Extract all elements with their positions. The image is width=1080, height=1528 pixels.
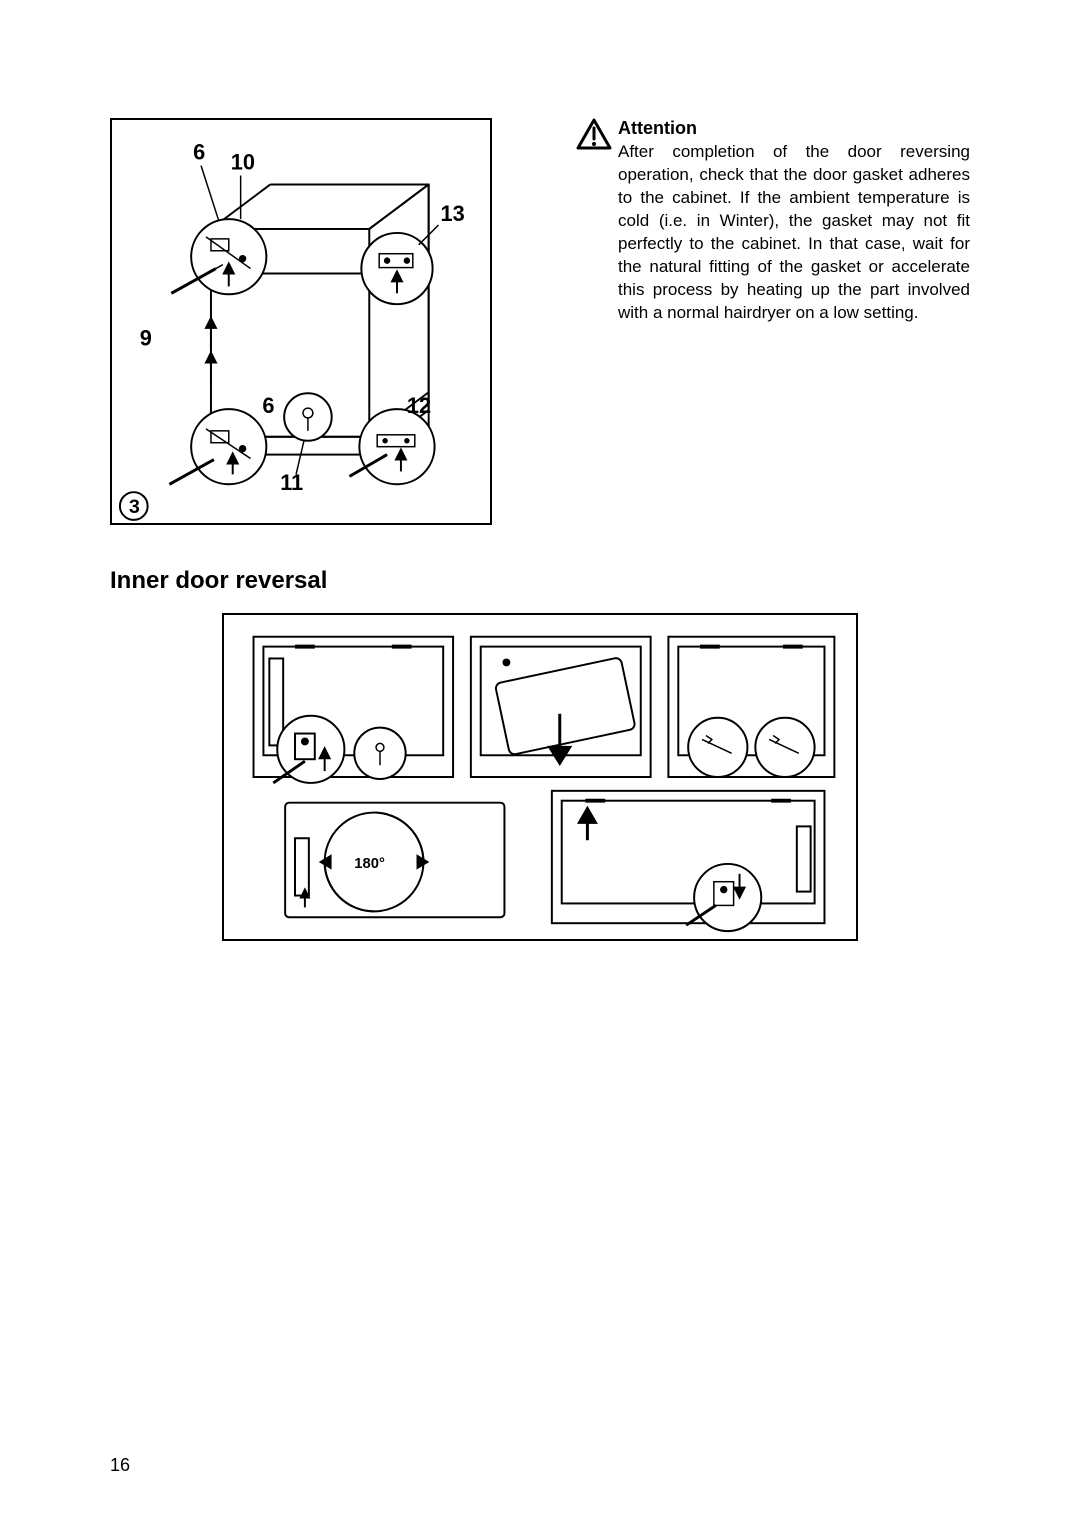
inner-diagram-wrap: 180° [110, 613, 970, 941]
callout-9: 9 [140, 326, 152, 351]
page-number: 16 [110, 1455, 130, 1476]
inner-diagram-svg: 180° [224, 615, 856, 939]
section-title: Inner door reversal [110, 567, 970, 595]
door-reversal-diagram-3: 6 10 13 9 6 12 11 3 [110, 118, 492, 525]
callout-13: 13 [441, 201, 465, 226]
rotation-label: 180° [354, 856, 385, 872]
step-3-label: 3 [129, 496, 140, 518]
attention-body: After completion of the door reversing o… [618, 141, 970, 325]
attention-heading: Attention [618, 118, 970, 139]
attention-text: Attention After completion of the door r… [618, 118, 970, 325]
callout-6b: 6 [262, 393, 274, 418]
top-row: 6 10 13 9 6 12 11 3 [110, 118, 970, 525]
diagram-svg: 6 10 13 9 6 12 11 3 [112, 120, 490, 523]
page: 6 10 13 9 6 12 11 3 [0, 0, 1080, 1528]
attention-block: Attention After completion of the door r… [576, 118, 970, 325]
callout-10: 10 [231, 150, 255, 175]
callout-6a: 6 [193, 140, 205, 165]
warning-icon [576, 118, 612, 150]
callout-12: 12 [407, 393, 431, 418]
inner-door-reversal-diagram: 180° [222, 613, 858, 941]
callout-11: 11 [280, 470, 303, 495]
